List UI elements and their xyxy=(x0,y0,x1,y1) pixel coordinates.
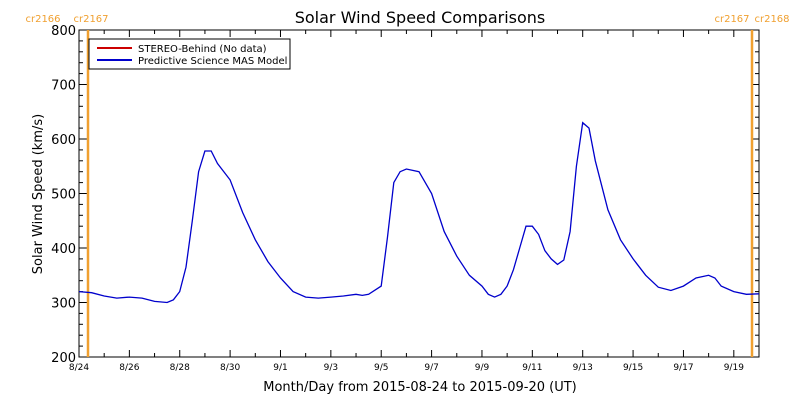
y-tick-label: 200 xyxy=(51,351,76,366)
legend-box xyxy=(88,38,291,70)
chart-title: Solar Wind Speed Comparisons xyxy=(295,8,546,27)
x-tick-label: 9/7 xyxy=(424,363,438,373)
x-axis: 8/24 8/26 8/28 8/30 9/1 9/3 9/5 9/7 9/9 9/11 9/13 9… xyxy=(69,30,760,373)
y-tick-label: 400 xyxy=(51,242,76,257)
y-tick-label: 500 xyxy=(51,188,76,203)
cr-label-right-a: cr2167 xyxy=(714,14,749,25)
legend: STEREO-Behind (No data) Predictive Scien… xyxy=(88,38,291,70)
x-tick-label: 8/28 xyxy=(170,363,190,373)
cr-label-right-b: cr2168 xyxy=(754,14,789,25)
plot-frame xyxy=(78,29,760,358)
series-line-mas-model xyxy=(78,121,760,304)
series-layer xyxy=(78,121,760,304)
cr-label-left-a: cr2166 xyxy=(25,14,60,25)
x-tick-label: 9/19 xyxy=(724,363,744,373)
x-tick-label: 9/5 xyxy=(374,363,388,373)
legend-label-mas: Predictive Science MAS Model xyxy=(138,56,287,67)
legend-label-stereo: STEREO-Behind (No data) xyxy=(138,44,267,55)
x-tick-label: 9/1 xyxy=(273,363,287,373)
cr-label-left-b: cr2167 xyxy=(73,14,108,25)
x-axis-label: Month/Day from 2015-08-24 to 2015-09-20 … xyxy=(263,380,576,395)
y-tick-label: 700 xyxy=(51,79,76,94)
x-tick-label: 8/24 xyxy=(69,363,89,373)
x-tick-label: 9/13 xyxy=(573,363,593,373)
x-tick-label: 9/17 xyxy=(673,363,693,373)
y-axis: 200 300 400 500 600 700 800 xyxy=(51,24,759,366)
y-tick-label: 800 xyxy=(51,24,76,39)
y-axis-label: Solar Wind Speed (km/s) xyxy=(31,114,46,274)
x-tick-label: 9/11 xyxy=(522,363,542,373)
y-tick-label: 600 xyxy=(51,133,76,148)
x-tick-label: 8/30 xyxy=(220,363,240,373)
x-tick-label: 8/26 xyxy=(119,363,139,373)
x-tick-label: 9/9 xyxy=(475,363,490,373)
x-tick-label: 9/3 xyxy=(324,363,338,373)
y-tick-label: 300 xyxy=(51,297,76,312)
x-tick-label: 9/15 xyxy=(623,363,643,373)
carrington-markers xyxy=(86,30,754,357)
